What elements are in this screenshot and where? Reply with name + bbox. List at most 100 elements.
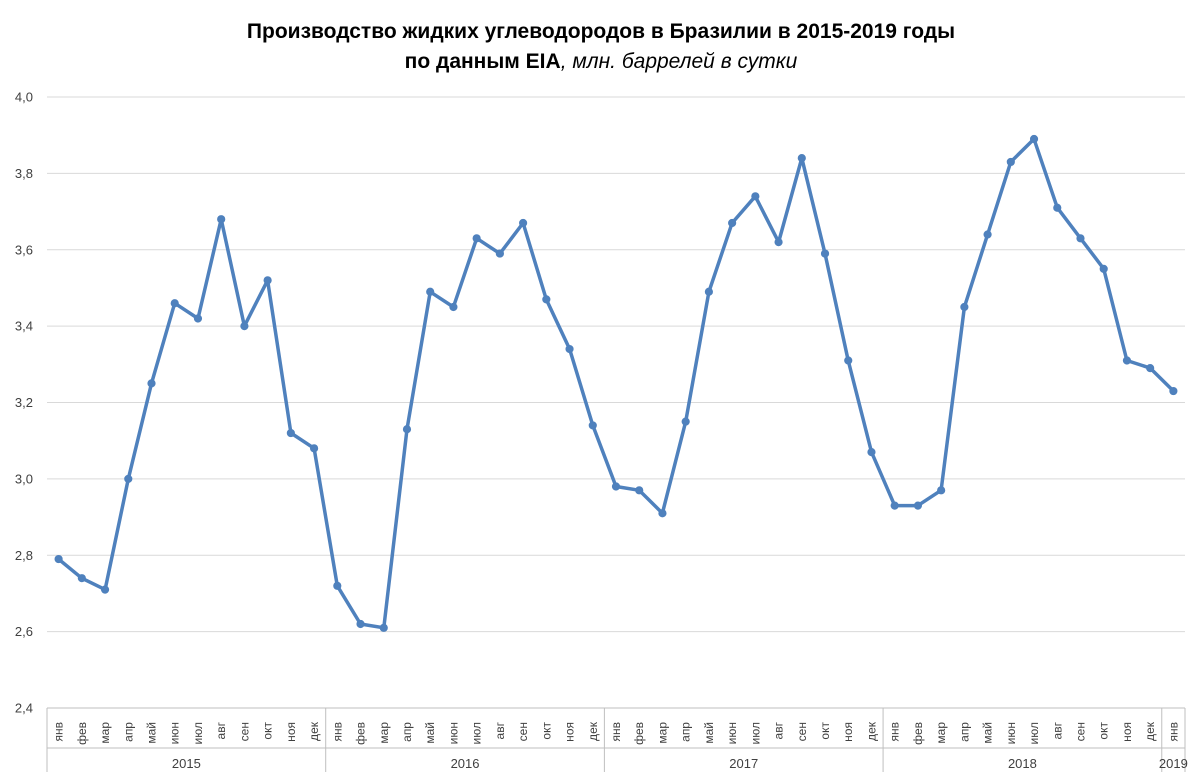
x-tick-label: ноя — [563, 722, 577, 742]
x-tick-label: июл — [1027, 722, 1041, 744]
x-tick-label: мар — [98, 722, 112, 744]
x-tick-label: янв — [609, 722, 623, 742]
data-point — [1169, 386, 1178, 396]
x-tick-label: сен — [516, 722, 530, 741]
x-tick-label: мар — [934, 722, 948, 744]
x-tick-label: апр — [400, 722, 414, 742]
data-point — [426, 287, 435, 296]
data-point — [1099, 264, 1108, 273]
data-point — [774, 238, 783, 247]
x-tick-label: июн — [446, 722, 460, 744]
data-point — [867, 448, 876, 457]
data-point — [1146, 364, 1155, 373]
series-production — [54, 134, 1178, 632]
data-point — [217, 215, 226, 224]
data-point — [402, 425, 412, 434]
y-tick-label: 2,4 — [15, 701, 33, 716]
x-tick-label: дек — [307, 721, 321, 741]
x-tick-label: июл — [748, 722, 762, 744]
x-tick-label: янв — [330, 722, 344, 742]
x-tick-label: май — [702, 722, 716, 744]
x-tick-label: ноя — [841, 722, 855, 742]
year-label: 2016 — [451, 756, 480, 771]
x-tick-label: дек — [1143, 721, 1157, 741]
chart-title: Производство жидких углеводородов в Браз… — [247, 20, 955, 43]
x-tick-label: сен — [795, 722, 809, 741]
data-point — [635, 486, 644, 495]
data-point — [797, 154, 806, 163]
x-tick-label: окт — [261, 722, 275, 740]
y-tick-label: 2,6 — [15, 624, 33, 639]
series-line — [56, 137, 1176, 630]
x-tick-label: фев — [354, 722, 368, 745]
x-tick-label: авг — [1050, 721, 1064, 739]
data-point — [588, 421, 597, 430]
data-point — [681, 417, 690, 426]
data-point — [611, 482, 621, 491]
data-point — [820, 249, 830, 258]
data-point — [495, 249, 504, 258]
data-point — [356, 619, 365, 629]
x-tick-label: окт — [818, 722, 832, 740]
x-tick-label: окт — [539, 722, 553, 740]
year-label: 2015 — [172, 756, 201, 771]
data-point — [1006, 157, 1015, 167]
x-tick-label: июн — [725, 722, 739, 744]
x-tick-label: дек — [586, 721, 600, 741]
x-tick-label: июл — [470, 722, 484, 744]
x-tick-label: фев — [632, 722, 646, 745]
data-point — [937, 486, 946, 495]
data-point — [379, 623, 388, 632]
x-tick-label: дек — [864, 721, 878, 741]
year-label: 2018 — [1008, 756, 1037, 771]
x-tick-label: июн — [1004, 722, 1018, 744]
x-tick-label: фев — [911, 722, 925, 745]
year-label: 2017 — [729, 756, 758, 771]
x-tick-label: ноя — [1120, 722, 1134, 742]
data-point — [913, 501, 923, 510]
data-point — [751, 192, 760, 201]
gridlines — [47, 96, 1185, 633]
data-point — [147, 379, 156, 388]
chart-subtitle: по данным EIA, млн. баррелей в сутки — [405, 50, 798, 73]
data-point — [170, 299, 179, 308]
x-tick-label: сен — [237, 722, 251, 741]
y-tick-label: 3,6 — [15, 242, 33, 257]
x-tick-label: авг — [772, 721, 786, 739]
data-point — [519, 218, 528, 228]
x-tick-label: сен — [1073, 722, 1087, 741]
data-point — [1029, 134, 1039, 144]
x-tick-label: июл — [191, 722, 205, 744]
data-point — [728, 218, 737, 228]
x-tick-label: май — [423, 722, 437, 744]
year-label: 2019 — [1159, 756, 1188, 771]
data-point — [960, 302, 969, 312]
data-point — [449, 302, 458, 312]
y-axis: 2,4 2,6 2,8 3,0 3,2 3,4 3,6 3,8 4,0 — [15, 90, 33, 716]
data-point — [472, 234, 481, 243]
data-point — [890, 501, 899, 510]
data-point — [100, 585, 110, 594]
data-point — [333, 581, 342, 590]
x-tick-label: янв — [52, 722, 66, 742]
x-tick-label: окт — [1097, 722, 1111, 740]
x-tick-label: июн — [168, 722, 182, 744]
y-tick-label: 2,8 — [15, 548, 33, 563]
chart-subtitle-units: , млн. баррелей в сутки — [561, 50, 798, 73]
y-tick-label: 4,0 — [15, 90, 33, 105]
x-tick-label: май — [145, 722, 159, 744]
y-tick-label: 3,8 — [15, 166, 33, 181]
data-point — [240, 322, 249, 331]
data-point — [658, 509, 667, 518]
x-tick-label: май — [981, 722, 995, 744]
data-point — [542, 295, 551, 304]
x-tick-label: апр — [679, 722, 693, 742]
data-point — [124, 474, 133, 483]
data-point — [54, 554, 63, 564]
x-tick-label: апр — [121, 722, 135, 742]
x-tick-label: янв — [888, 722, 902, 742]
chart-subtitle-source: по данным EIA — [405, 50, 561, 73]
x-tick-label: мар — [655, 722, 669, 744]
data-point — [1076, 234, 1085, 243]
